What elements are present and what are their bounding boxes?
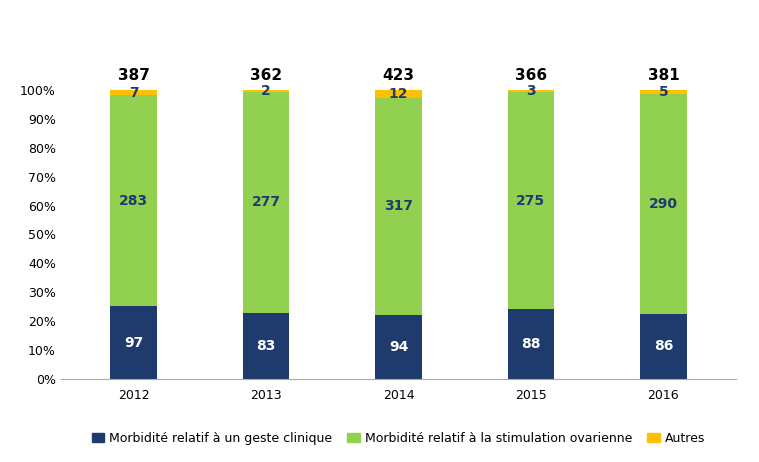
Text: 12: 12 bbox=[389, 87, 408, 101]
Bar bbox=[375, 315, 422, 379]
Text: 88: 88 bbox=[521, 337, 540, 351]
Text: 366: 366 bbox=[515, 68, 547, 83]
Text: 83: 83 bbox=[257, 339, 276, 353]
Bar bbox=[640, 90, 687, 94]
Bar bbox=[508, 310, 554, 379]
Text: 317: 317 bbox=[384, 200, 413, 213]
Text: 86: 86 bbox=[653, 339, 673, 353]
Bar bbox=[375, 90, 422, 98]
Bar bbox=[508, 92, 554, 310]
Text: 277: 277 bbox=[251, 195, 281, 209]
Text: 5: 5 bbox=[659, 85, 668, 99]
Text: 3: 3 bbox=[526, 84, 536, 98]
Text: 97: 97 bbox=[124, 336, 143, 350]
Legend: Morbidité relatif à un geste clinique, Morbidité relatif à la stimulation ovarie: Morbidité relatif à un geste clinique, M… bbox=[87, 427, 710, 450]
Text: 387: 387 bbox=[118, 68, 150, 83]
Bar bbox=[640, 94, 687, 314]
Bar bbox=[375, 98, 422, 315]
Text: 275: 275 bbox=[516, 194, 546, 208]
Bar bbox=[243, 90, 289, 91]
Text: 283: 283 bbox=[119, 194, 148, 208]
Bar bbox=[243, 313, 289, 379]
Text: 94: 94 bbox=[389, 340, 408, 354]
Text: 290: 290 bbox=[649, 197, 678, 211]
Bar bbox=[110, 306, 157, 379]
Bar bbox=[110, 95, 157, 306]
Text: 362: 362 bbox=[250, 68, 282, 83]
Bar bbox=[508, 90, 554, 92]
Text: 381: 381 bbox=[647, 68, 679, 83]
Text: 7: 7 bbox=[129, 86, 138, 100]
Bar bbox=[110, 90, 157, 95]
Bar bbox=[640, 314, 687, 379]
Bar bbox=[243, 91, 289, 313]
Text: 423: 423 bbox=[383, 68, 414, 83]
Text: 2: 2 bbox=[261, 84, 271, 98]
